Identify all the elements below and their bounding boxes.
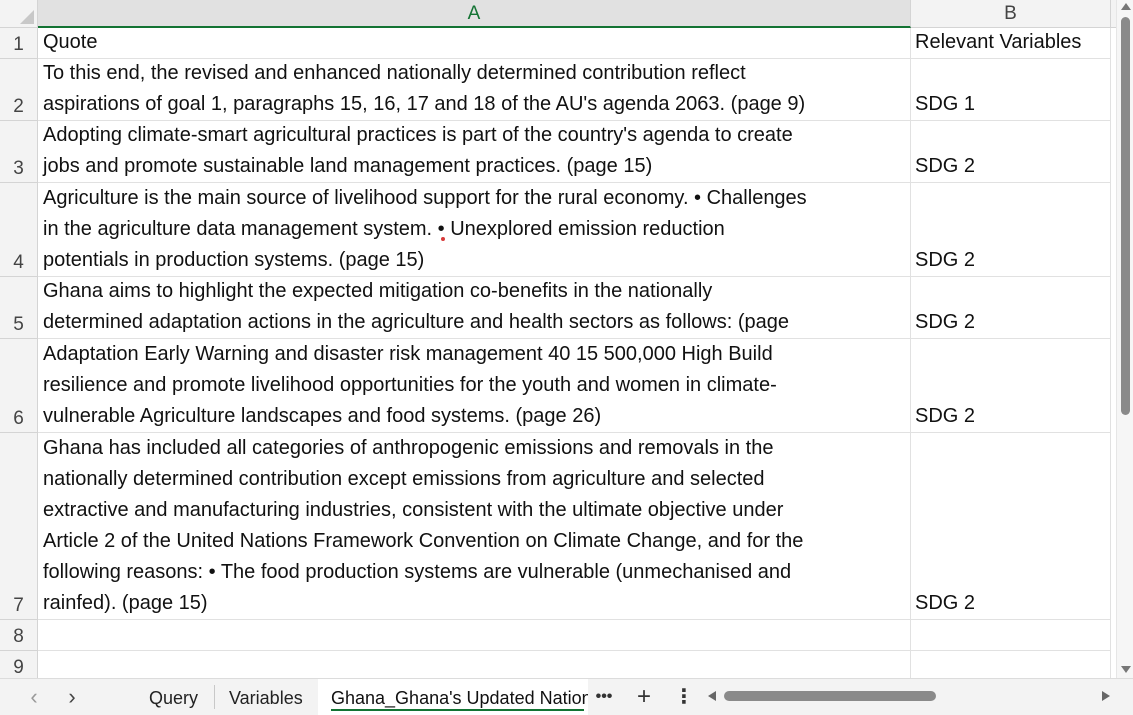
cell-b5[interactable]: SDG 2 [911, 277, 1111, 339]
cell-text: SDG 2 [915, 311, 976, 333]
cell-text: Ghana has included all categories of ant… [43, 437, 804, 614]
horizontal-scroll-thumb[interactable] [724, 691, 936, 701]
cell-b4[interactable]: SDG 2 [911, 183, 1111, 277]
cell-text: SDG 2 [915, 592, 976, 614]
cell-text: SDG 2 [915, 249, 976, 271]
spreadsheet-grid: A B 1 Quote Relevant Variables 2 To this… [0, 0, 1116, 678]
scroll-right-icon[interactable] [1102, 691, 1110, 701]
active-tab-underline [331, 709, 584, 711]
scroll-left-icon[interactable] [708, 691, 716, 701]
cell-a1[interactable]: Quote [38, 28, 911, 59]
cell-b7[interactable]: SDG 2 [911, 433, 1111, 620]
ellipsis-icon[interactable]: ••• [595, 688, 613, 705]
column-header-a[interactable]: A [38, 0, 911, 28]
cell-text: Ghana aims to highlight the expected mit… [43, 280, 790, 333]
spellcheck-marker [441, 237, 445, 241]
sheet-tab-bar: ‹ › Query Variables Ghana_Ghana's Update… [0, 678, 1133, 715]
vertical-scrollbar[interactable] [1116, 0, 1133, 678]
chevron-left-icon[interactable]: ‹ [30, 684, 38, 709]
vertical-scroll-thumb[interactable] [1121, 17, 1130, 415]
select-all-triangle-icon [20, 10, 34, 24]
cell-a8[interactable] [38, 620, 911, 651]
cell-text: SDG 1 [915, 93, 976, 115]
cell-text: Adopting climate-smart agricultural prac… [43, 124, 793, 177]
cell-text: SDG 2 [915, 155, 976, 177]
row-header[interactable]: 9 [0, 651, 38, 678]
row-header[interactable]: 7 [0, 433, 38, 620]
select-all-button[interactable] [0, 0, 38, 28]
tab-variables[interactable]: Variables [214, 685, 317, 709]
cell-a3[interactable]: Adopting climate-smart agricultural prac… [38, 121, 911, 183]
chevron-right-icon[interactable]: › [68, 684, 76, 709]
cell-text: Adaptation Early Warning and disaster ri… [43, 343, 777, 427]
cell-b8[interactable] [911, 620, 1111, 651]
row-header[interactable]: 1 [0, 28, 38, 59]
cell-b6[interactable]: SDG 2 [911, 339, 1111, 433]
vertical-dots-icon[interactable]: ⋮ [674, 686, 694, 708]
cell-text: SDG 2 [915, 405, 976, 427]
cell-text: To this end, the revised and enhanced na… [43, 62, 806, 115]
cell-text: Relevant Variables [915, 31, 1082, 53]
row-header[interactable]: 4 [0, 183, 38, 277]
row-header[interactable]: 6 [0, 339, 38, 433]
cell-b9[interactable] [911, 651, 1111, 678]
cell-b2[interactable]: SDG 1 [911, 59, 1111, 121]
tab-label: Ghana_Ghana's Updated Nation [331, 688, 588, 708]
scroll-up-icon[interactable] [1121, 3, 1131, 10]
cell-a9[interactable] [38, 651, 911, 678]
row-header[interactable]: 5 [0, 277, 38, 339]
column-header-filler [1111, 0, 1116, 28]
cell-a5[interactable]: Ghana aims to highlight the expected mit… [38, 277, 911, 339]
tab-query[interactable]: Query [149, 688, 199, 708]
column-header-b[interactable]: B [911, 0, 1111, 28]
horizontal-scrollbar[interactable] [706, 686, 1112, 706]
cell-a6[interactable]: Adaptation Early Warning and disaster ri… [38, 339, 911, 433]
cell-text: Quote [43, 31, 98, 53]
cell-text: Agriculture is the main source of liveli… [43, 187, 807, 271]
tab-ghana-active[interactable]: Ghana_Ghana's Updated Nation [318, 679, 588, 715]
cell-a4[interactable]: Agriculture is the main source of liveli… [38, 183, 911, 277]
scroll-down-icon[interactable] [1121, 666, 1131, 673]
plus-icon[interactable]: + [636, 683, 651, 710]
cell-a2[interactable]: To this end, the revised and enhanced na… [38, 59, 911, 121]
cell-b3[interactable]: SDG 2 [911, 121, 1111, 183]
cell-a7[interactable]: Ghana has included all categories of ant… [38, 433, 911, 620]
row-header[interactable]: 2 [0, 59, 38, 121]
row-header[interactable]: 3 [0, 121, 38, 183]
cell-b1[interactable]: Relevant Variables [911, 28, 1111, 59]
row-header[interactable]: 8 [0, 620, 38, 651]
